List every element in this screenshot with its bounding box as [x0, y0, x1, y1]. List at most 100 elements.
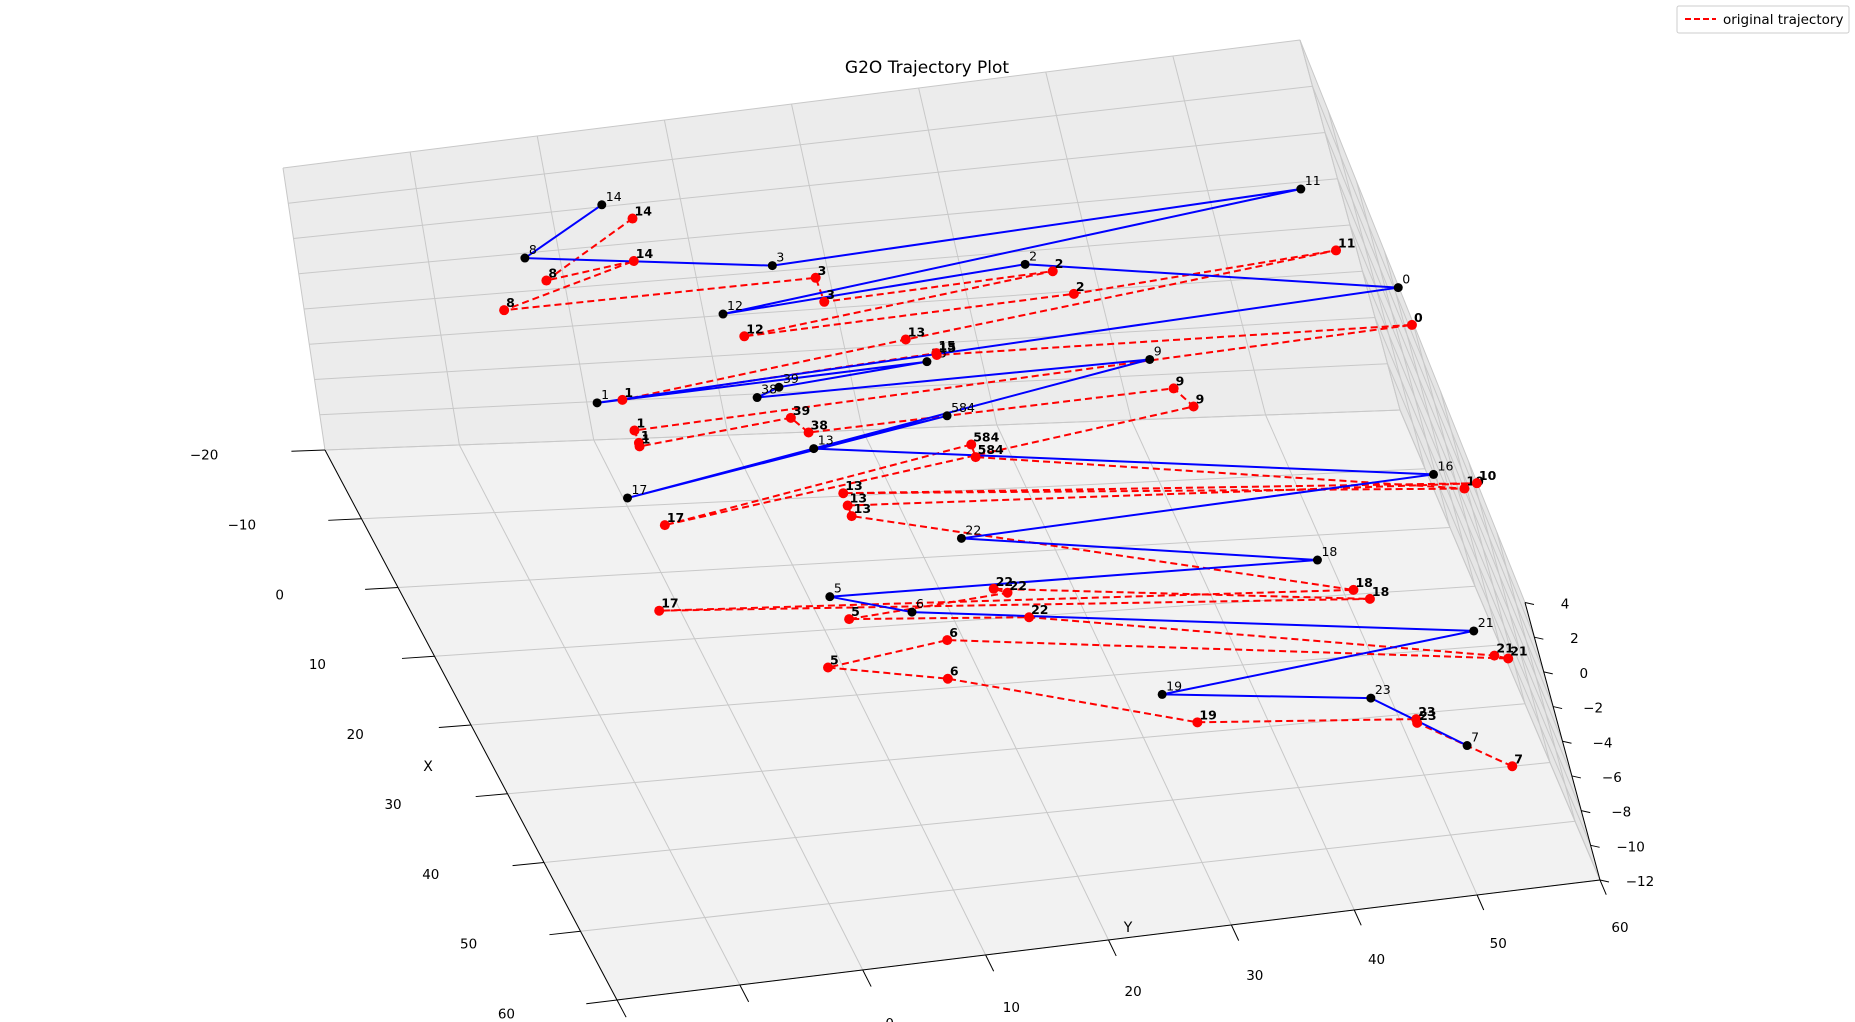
- x-tick-mark: [475, 793, 508, 798]
- red-marker: [942, 635, 953, 646]
- red-marker: [1168, 383, 1179, 394]
- y-tick-label: 50: [1490, 936, 1507, 952]
- red-marker-label: 6: [950, 664, 959, 679]
- black-marker-label: 19: [1166, 678, 1182, 693]
- red-marker-label: 5: [830, 653, 839, 668]
- trajectory-markers: 1483122151113938058491317162256182119237…: [499, 173, 1528, 772]
- red-marker-label: 17: [661, 596, 678, 611]
- red-marker-label: 9: [1176, 373, 1185, 388]
- red-marker-label: 2: [1076, 279, 1085, 294]
- x-tick-mark: [438, 724, 472, 728]
- red-marker: [966, 439, 977, 450]
- red-marker-label: 3: [826, 287, 835, 302]
- red-marker: [844, 614, 855, 625]
- grid-line-z: [324, 409, 1401, 451]
- x-tick-mark: [512, 862, 545, 867]
- red-marker: [1188, 401, 1199, 412]
- z-tick-label: −10: [1616, 839, 1645, 855]
- red-marker: [1002, 587, 1013, 598]
- z-tick-mark: [1562, 740, 1572, 744]
- x-tick-label: −20: [190, 448, 219, 464]
- x-tick-mark: [586, 999, 618, 1005]
- grid-line-z: [314, 317, 1376, 380]
- red-marker: [1047, 266, 1058, 277]
- red-marker-label: 2: [1055, 256, 1064, 271]
- black-marker: [622, 493, 632, 503]
- red-marker-label: 584: [978, 442, 1004, 457]
- red-marker-label: 1: [636, 415, 645, 430]
- grid-line-z: [1312, 86, 1535, 638]
- black-marker: [1469, 626, 1479, 636]
- x-tick-mark: [365, 587, 399, 590]
- black-marker-label: 8: [529, 242, 537, 257]
- black-marker-label: 11: [1305, 173, 1321, 188]
- black-marker-label: 12: [727, 298, 743, 313]
- red-marker: [823, 662, 834, 673]
- z-tick-mark: [1553, 706, 1563, 710]
- red-marker-label: 13: [854, 501, 871, 516]
- red-marker: [785, 412, 796, 423]
- z-tick-label: −6: [1602, 770, 1622, 786]
- red-marker: [654, 605, 665, 616]
- floor-pane: [325, 410, 1600, 1000]
- black-marker: [907, 607, 917, 617]
- grid-line-z: [288, 85, 1313, 204]
- red-marker: [810, 272, 821, 283]
- red-marker: [942, 673, 953, 684]
- black-marker: [752, 393, 762, 403]
- red-marker-label: 12: [746, 321, 763, 336]
- black-marker-label: 23: [1375, 682, 1391, 697]
- black-marker: [942, 411, 952, 421]
- x-tick-mark: [328, 518, 362, 521]
- red-marker-label: 18: [1372, 584, 1389, 599]
- red-marker: [628, 256, 639, 267]
- y-tick-label: 10: [1003, 1000, 1020, 1016]
- black-marker: [592, 398, 602, 408]
- original-trajectory-line: [503, 217, 1513, 768]
- red-marker: [1348, 584, 1359, 595]
- red-marker-label: 7: [1514, 751, 1523, 766]
- red-marker-label: 1: [624, 385, 633, 400]
- red-marker: [1471, 478, 1482, 489]
- red-marker: [803, 427, 814, 438]
- black-marker-label: 21: [1478, 615, 1494, 630]
- y-tick-mark: [1353, 909, 1362, 926]
- grid-line-z: [282, 39, 1301, 169]
- red-marker-label: 18: [1355, 575, 1372, 590]
- red-marker-label: 21: [1496, 641, 1513, 656]
- red-marker: [931, 349, 942, 360]
- black-marker-label: 9: [1154, 343, 1162, 358]
- axes-panes: [283, 40, 1600, 1000]
- red-marker: [1507, 761, 1518, 772]
- red-marker-label: 13: [850, 491, 867, 506]
- black-marker-label: 2: [1029, 248, 1037, 263]
- black-marker-label: 14: [606, 189, 622, 204]
- y-tick-mark: [616, 999, 627, 1018]
- z-tick-label: 0: [1579, 666, 1588, 682]
- black-marker-label: 0: [1402, 272, 1410, 287]
- back-pane: [283, 40, 1400, 450]
- black-marker-label: 18: [1321, 544, 1337, 559]
- red-marker: [1459, 483, 1470, 494]
- y-axis-label: Y: [1123, 920, 1133, 936]
- black-marker-label: 17: [631, 482, 647, 497]
- red-marker-label: 13: [845, 478, 862, 493]
- y-tick-mark: [1230, 924, 1240, 941]
- black-marker: [1157, 689, 1167, 699]
- y-tick-mark: [739, 984, 750, 1003]
- black-marker: [809, 444, 819, 454]
- y-tick-label: 30: [1246, 968, 1263, 984]
- black-marker: [597, 200, 607, 210]
- black-marker: [956, 533, 966, 543]
- z-tick-label: −8: [1611, 805, 1631, 821]
- grid-line-z: [293, 132, 1326, 239]
- y-tick-label: 60: [1611, 920, 1628, 936]
- red-marker: [1024, 612, 1035, 623]
- grid-line-y: [1130, 419, 1355, 911]
- red-marker: [1068, 288, 1079, 299]
- legend: original trajectory: [1676, 5, 1850, 34]
- z-tick-mark: [1524, 602, 1535, 605]
- legend-box: [1676, 5, 1850, 34]
- z-tick-mark: [1571, 775, 1581, 779]
